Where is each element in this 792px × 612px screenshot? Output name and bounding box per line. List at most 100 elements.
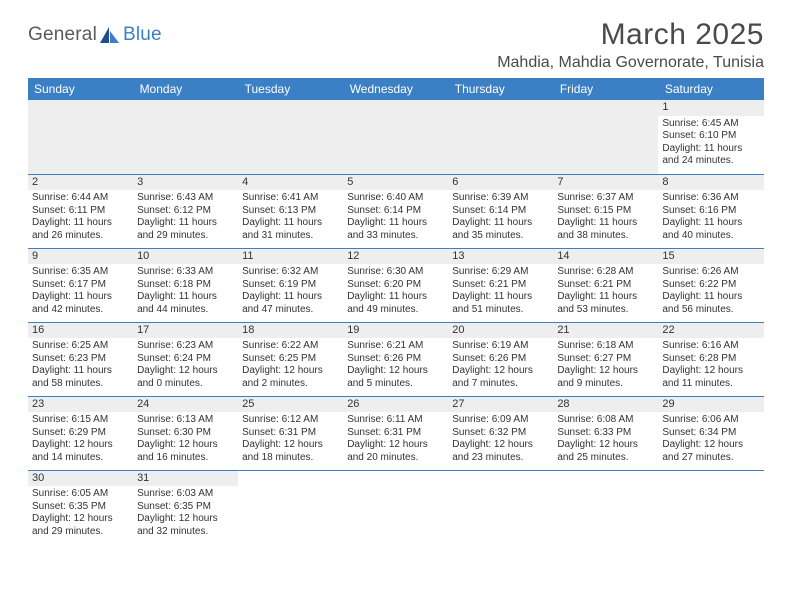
sunset-text: Sunset: 6:11 PM: [32, 205, 129, 218]
sunrise-text: Sunrise: 6:06 AM: [662, 414, 759, 427]
cell-content: Sunrise: 6:19 AMSunset: 6:26 PMDaylight:…: [448, 338, 553, 392]
sunrise-text: Sunrise: 6:41 AM: [242, 192, 339, 205]
sunrise-text: Sunrise: 6:13 AM: [137, 414, 234, 427]
cell-content: Sunrise: 6:11 AMSunset: 6:31 PMDaylight:…: [343, 412, 448, 466]
cell-content: Sunrise: 6:32 AMSunset: 6:19 PMDaylight:…: [238, 264, 343, 318]
daylight2-text: and 5 minutes.: [347, 378, 444, 391]
cell-content: Sunrise: 6:40 AMSunset: 6:14 PMDaylight:…: [343, 190, 448, 244]
daylight1-text: Daylight: 11 hours: [137, 217, 234, 230]
daylight2-text: and 33 minutes.: [347, 230, 444, 243]
day-number: 13: [448, 249, 553, 265]
sunset-text: Sunset: 6:24 PM: [137, 353, 234, 366]
sunrise-text: Sunrise: 6:05 AM: [32, 488, 129, 501]
sunrise-text: Sunrise: 6:25 AM: [32, 340, 129, 353]
calendar-cell: 11Sunrise: 6:32 AMSunset: 6:19 PMDayligh…: [238, 248, 343, 322]
calendar-cell: [133, 100, 238, 174]
calendar-cell: 23Sunrise: 6:15 AMSunset: 6:29 PMDayligh…: [28, 396, 133, 470]
sunrise-text: Sunrise: 6:18 AM: [557, 340, 654, 353]
calendar-cell: 17Sunrise: 6:23 AMSunset: 6:24 PMDayligh…: [133, 322, 238, 396]
calendar-cell: 7Sunrise: 6:37 AMSunset: 6:15 PMDaylight…: [553, 174, 658, 248]
sunset-text: Sunset: 6:14 PM: [347, 205, 444, 218]
cell-content: Sunrise: 6:26 AMSunset: 6:22 PMDaylight:…: [658, 264, 763, 318]
daylight1-text: Daylight: 12 hours: [137, 439, 234, 452]
calendar-cell: 9Sunrise: 6:35 AMSunset: 6:17 PMDaylight…: [28, 248, 133, 322]
sunset-text: Sunset: 6:21 PM: [557, 279, 654, 292]
calendar-cell: 4Sunrise: 6:41 AMSunset: 6:13 PMDaylight…: [238, 174, 343, 248]
calendar-cell: 6Sunrise: 6:39 AMSunset: 6:14 PMDaylight…: [448, 174, 553, 248]
calendar-row: 23Sunrise: 6:15 AMSunset: 6:29 PMDayligh…: [28, 396, 764, 470]
cell-content: Sunrise: 6:30 AMSunset: 6:20 PMDaylight:…: [343, 264, 448, 318]
cell-content: Sunrise: 6:03 AMSunset: 6:35 PMDaylight:…: [133, 486, 238, 540]
sunset-text: Sunset: 6:34 PM: [662, 427, 759, 440]
cell-content: Sunrise: 6:13 AMSunset: 6:30 PMDaylight:…: [133, 412, 238, 466]
sunrise-text: Sunrise: 6:43 AM: [137, 192, 234, 205]
daylight2-text: and 49 minutes.: [347, 304, 444, 317]
daylight2-text: and 14 minutes.: [32, 452, 129, 465]
cell-content: Sunrise: 6:05 AMSunset: 6:35 PMDaylight:…: [28, 486, 133, 540]
day-number: 30: [28, 471, 133, 487]
sunset-text: Sunset: 6:16 PM: [662, 205, 759, 218]
sunset-text: Sunset: 6:25 PM: [242, 353, 339, 366]
sunrise-text: Sunrise: 6:39 AM: [452, 192, 549, 205]
sunrise-text: Sunrise: 6:16 AM: [662, 340, 759, 353]
logo-text-blue: Blue: [123, 24, 162, 46]
calendar-cell: 27Sunrise: 6:09 AMSunset: 6:32 PMDayligh…: [448, 396, 553, 470]
cell-content: Sunrise: 6:44 AMSunset: 6:11 PMDaylight:…: [28, 190, 133, 244]
sunset-text: Sunset: 6:33 PM: [557, 427, 654, 440]
weekday-header: Friday: [553, 78, 658, 100]
sunset-text: Sunset: 6:17 PM: [32, 279, 129, 292]
daylight1-text: Daylight: 11 hours: [662, 291, 759, 304]
weekday-header: Sunday: [28, 78, 133, 100]
sunrise-text: Sunrise: 6:28 AM: [557, 266, 654, 279]
daylight2-text: and 16 minutes.: [137, 452, 234, 465]
calendar-cell: 22Sunrise: 6:16 AMSunset: 6:28 PMDayligh…: [658, 322, 763, 396]
sunrise-text: Sunrise: 6:35 AM: [32, 266, 129, 279]
daylight1-text: Daylight: 12 hours: [452, 439, 549, 452]
daylight1-text: Daylight: 12 hours: [347, 439, 444, 452]
calendar-cell: 18Sunrise: 6:22 AMSunset: 6:25 PMDayligh…: [238, 322, 343, 396]
daylight2-text: and 26 minutes.: [32, 230, 129, 243]
daylight1-text: Daylight: 12 hours: [242, 439, 339, 452]
sunset-text: Sunset: 6:26 PM: [452, 353, 549, 366]
calendar-cell: 15Sunrise: 6:26 AMSunset: 6:22 PMDayligh…: [658, 248, 763, 322]
daylight2-text: and 38 minutes.: [557, 230, 654, 243]
calendar-page: General Blue March 2025 Mahdia, Mahdia G…: [0, 0, 792, 554]
day-number: 15: [658, 249, 763, 265]
calendar-table: Sunday Monday Tuesday Wednesday Thursday…: [28, 78, 764, 544]
daylight1-text: Daylight: 11 hours: [662, 143, 759, 156]
day-number: 28: [553, 397, 658, 413]
daylight1-text: Daylight: 12 hours: [32, 513, 129, 526]
calendar-cell: [238, 470, 343, 544]
cell-content: Sunrise: 6:22 AMSunset: 6:25 PMDaylight:…: [238, 338, 343, 392]
calendar-cell: [553, 100, 658, 174]
calendar-cell: [238, 100, 343, 174]
calendar-cell: 3Sunrise: 6:43 AMSunset: 6:12 PMDaylight…: [133, 174, 238, 248]
daylight2-text: and 47 minutes.: [242, 304, 339, 317]
sunset-text: Sunset: 6:19 PM: [242, 279, 339, 292]
calendar-row: 9Sunrise: 6:35 AMSunset: 6:17 PMDaylight…: [28, 248, 764, 322]
sunset-text: Sunset: 6:14 PM: [452, 205, 549, 218]
day-number: 17: [133, 323, 238, 339]
calendar-cell: [343, 100, 448, 174]
daylight1-text: Daylight: 11 hours: [452, 291, 549, 304]
sunset-text: Sunset: 6:32 PM: [452, 427, 549, 440]
calendar-cell: 8Sunrise: 6:36 AMSunset: 6:16 PMDaylight…: [658, 174, 763, 248]
day-number: 23: [28, 397, 133, 413]
daylight2-text: and 42 minutes.: [32, 304, 129, 317]
cell-content: Sunrise: 6:16 AMSunset: 6:28 PMDaylight:…: [658, 338, 763, 392]
daylight1-text: Daylight: 11 hours: [32, 291, 129, 304]
sunset-text: Sunset: 6:23 PM: [32, 353, 129, 366]
sunset-text: Sunset: 6:26 PM: [347, 353, 444, 366]
daylight1-text: Daylight: 11 hours: [137, 291, 234, 304]
daylight2-text: and 7 minutes.: [452, 378, 549, 391]
sunrise-text: Sunrise: 6:08 AM: [557, 414, 654, 427]
month-title: March 2025: [497, 18, 764, 52]
sunset-text: Sunset: 6:28 PM: [662, 353, 759, 366]
daylight2-text: and 24 minutes.: [662, 155, 759, 168]
calendar-cell: 28Sunrise: 6:08 AMSunset: 6:33 PMDayligh…: [553, 396, 658, 470]
title-block: March 2025 Mahdia, Mahdia Governorate, T…: [497, 18, 764, 72]
calendar-cell: 24Sunrise: 6:13 AMSunset: 6:30 PMDayligh…: [133, 396, 238, 470]
calendar-cell: 20Sunrise: 6:19 AMSunset: 6:26 PMDayligh…: [448, 322, 553, 396]
cell-content: Sunrise: 6:21 AMSunset: 6:26 PMDaylight:…: [343, 338, 448, 392]
daylight1-text: Daylight: 12 hours: [557, 365, 654, 378]
